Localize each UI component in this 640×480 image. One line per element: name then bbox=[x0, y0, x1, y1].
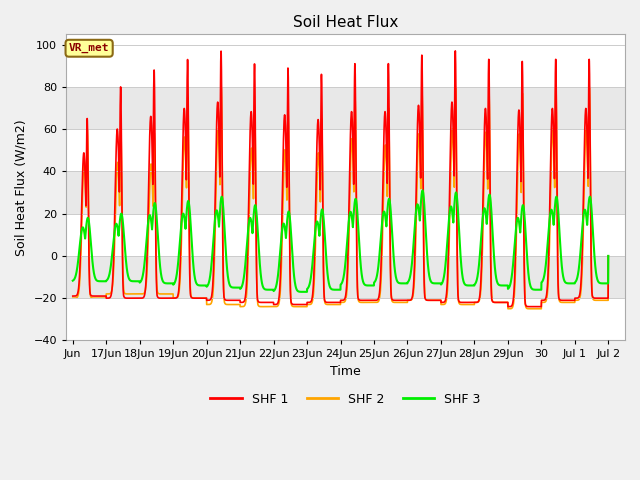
Bar bbox=[66, 171, 625, 214]
X-axis label: Time: Time bbox=[330, 365, 361, 378]
Bar bbox=[66, 129, 625, 171]
Y-axis label: Soil Heat Flux (W/m2): Soil Heat Flux (W/m2) bbox=[15, 119, 28, 255]
Bar bbox=[66, 298, 625, 340]
Bar bbox=[66, 214, 625, 256]
Bar bbox=[66, 256, 625, 298]
Legend: SHF 1, SHF 2, SHF 3: SHF 1, SHF 2, SHF 3 bbox=[205, 388, 486, 411]
Bar bbox=[66, 45, 625, 87]
Title: Soil Heat Flux: Soil Heat Flux bbox=[293, 15, 398, 30]
Text: VR_met: VR_met bbox=[69, 43, 109, 53]
Bar bbox=[66, 87, 625, 129]
